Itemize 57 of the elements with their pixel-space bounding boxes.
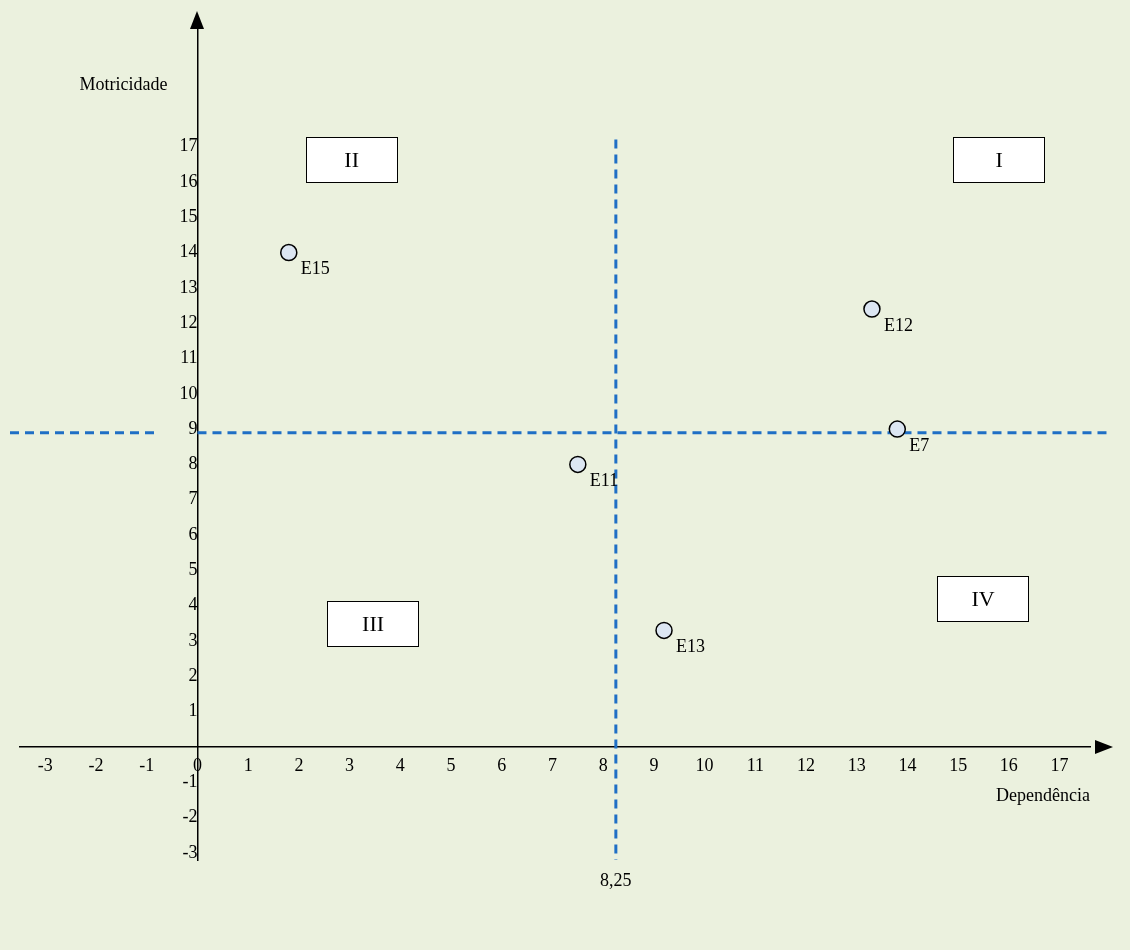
x-tick-label: -3 [37,754,53,775]
y-tick-label: 15 [179,205,198,226]
y-tick-label: 5 [188,559,198,580]
y-tick-label: 9 [188,417,198,438]
x-tick-label: 14 [898,754,917,775]
x-tick-label: 3 [345,754,355,775]
ref-line-label: 8,25 [600,869,632,890]
quadrant-label: III [327,601,420,648]
y-tick-label: 2 [188,665,198,686]
x-tick-label: 2 [294,754,304,775]
y-tick-label: 13 [179,276,198,297]
y-axis-title: Motricidade [79,73,168,94]
x-tick-label: 6 [497,754,507,775]
y-tick-label: 14 [179,241,198,262]
x-axis-title: Dependência [996,784,1090,805]
x-tick-label: 10 [695,754,714,775]
y-tick-label: 17 [179,135,198,156]
x-tick-label: -1 [139,754,155,775]
y-tick-label: 16 [179,170,198,191]
point [569,455,587,474]
x-tick-label: 17 [1050,754,1069,775]
x-tick-label: -2 [88,754,104,775]
x-tick-label: 9 [649,754,659,775]
x-tick-label: 12 [797,754,816,775]
quadrant-label: I [953,137,1046,184]
x-tick-label: 13 [847,754,866,775]
quadrant-label: IV [937,575,1029,622]
y-tick-label: -3 [182,841,198,862]
x-tick-label: 1 [243,754,253,775]
y-tick-label: 3 [188,629,198,650]
y-tick-label: -1 [182,771,198,792]
x-tick-label: 4 [395,754,405,775]
x-tick-label: 15 [949,754,968,775]
point [280,243,298,262]
quadrant-label: II [305,137,398,184]
y-tick-label: 1 [188,700,198,721]
y-tick-label: -2 [182,806,198,827]
x-tick-label: 7 [547,754,557,775]
series-label: E12 [883,314,913,335]
y-tick-label: 10 [179,382,198,403]
series-label: E13 [676,636,706,657]
x-tick-label: 11 [746,754,764,775]
x-tick-label: 5 [446,754,456,775]
x-tick-label: 16 [999,754,1018,775]
y-tick-label: 6 [188,523,198,544]
point [863,300,881,318]
x-tick-label: 8 [598,754,608,775]
series-label: E11 [589,470,619,491]
series-label: E15 [300,258,330,279]
point [888,420,907,438]
series-label: E7 [909,434,930,455]
point [655,621,673,640]
y-tick-label: 12 [179,311,198,332]
y-tick-label: 4 [188,594,198,615]
y-tick-label: 11 [180,347,198,368]
y-tick-label: 7 [188,488,198,509]
y-tick-label: 8 [188,453,198,474]
